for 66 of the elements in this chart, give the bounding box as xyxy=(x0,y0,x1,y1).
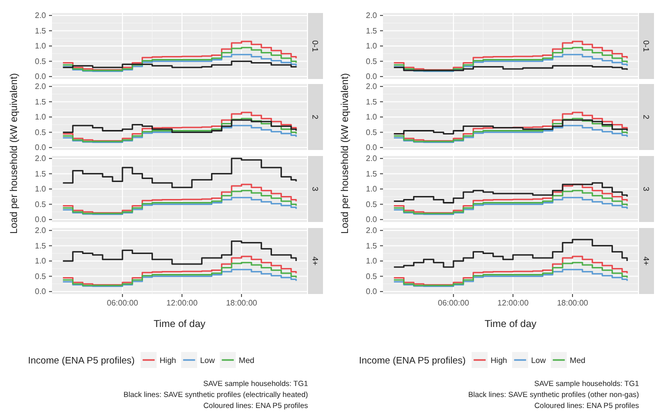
y-tick-label: 1.0 xyxy=(366,112,378,122)
x-tick-label: 18:00:00 xyxy=(556,298,589,308)
legend-label: High xyxy=(160,356,176,365)
x-axis-title: Time of day xyxy=(154,319,206,330)
x-tick-label: 06:00:00 xyxy=(438,298,470,308)
legend-label: Med xyxy=(570,356,586,365)
y-tick-label: 0.0 xyxy=(366,215,378,224)
y-tick-label: 0.5 xyxy=(34,200,47,209)
text: 0-1 xyxy=(310,40,320,52)
y-tick-label: 0.0 xyxy=(34,143,47,152)
y-tick-label: 0.5 xyxy=(366,128,378,137)
x-tick-label: 12:00:00 xyxy=(497,298,530,308)
y-tick-label: 1.5 xyxy=(366,241,378,250)
y-axis-title: Load per household (kW equivalent) xyxy=(9,73,20,234)
y-axis-title: Load per household (kW equivalent) xyxy=(340,73,351,234)
y-tick-label: 2.0 xyxy=(366,82,378,92)
text: 3 xyxy=(310,186,320,192)
text: 4+ xyxy=(642,256,651,266)
y-tick-label: 0.0 xyxy=(366,143,378,152)
y-tick-label: 1.0 xyxy=(366,184,378,194)
y-tick-label: 0.5 xyxy=(366,200,378,209)
y-tick-label: 1.5 xyxy=(34,26,47,36)
legend-label: Low xyxy=(531,356,546,365)
y-tick-label: 2.0 xyxy=(366,154,378,164)
y-tick-label: 0.0 xyxy=(34,287,47,296)
y-tick-label: 1.0 xyxy=(34,42,47,51)
legend-title: Income (ENA P5 profiles) xyxy=(28,355,135,366)
text: 0-1 xyxy=(642,40,651,52)
y-tick-label: 1.5 xyxy=(366,169,378,178)
y-tick-label: 0.0 xyxy=(366,72,378,82)
y-tick-label: 0.0 xyxy=(34,215,47,224)
y-tick-label: 1.5 xyxy=(366,26,378,36)
x-tick-label: 12:00:00 xyxy=(166,298,198,308)
y-tick-label: 1.0 xyxy=(34,184,47,194)
text: 2 xyxy=(642,114,651,120)
text: 3 xyxy=(642,186,651,192)
legend-label: Med xyxy=(238,356,254,365)
y-tick-label: 1.0 xyxy=(34,112,47,122)
y-tick-label: 1.5 xyxy=(34,169,47,178)
y-tick-label: 0.5 xyxy=(366,272,378,281)
y-tick-label: 0.5 xyxy=(366,56,378,66)
y-tick-label: 2.0 xyxy=(34,226,47,236)
y-tick-label: 0.5 xyxy=(34,128,47,137)
text: 2 xyxy=(310,114,320,120)
y-tick-label: 1.0 xyxy=(366,256,378,266)
legend-label: Low xyxy=(200,356,216,365)
y-tick-label: 0.0 xyxy=(366,287,378,296)
x-axis-title: Time of day xyxy=(484,319,536,330)
legend-title: Income (ENA P5 profiles) xyxy=(359,355,466,366)
y-tick-label: 0.0 xyxy=(34,72,47,82)
y-tick-label: 1.0 xyxy=(366,42,378,51)
x-tick-label: 18:00:00 xyxy=(226,298,258,308)
y-tick-label: 2.0 xyxy=(34,82,47,92)
y-tick-label: 2.0 xyxy=(366,226,378,236)
y-tick-label: 0.5 xyxy=(34,272,47,281)
y-tick-label: 2.0 xyxy=(34,154,47,164)
y-tick-label: 0.5 xyxy=(34,56,47,66)
y-tick-label: 2.0 xyxy=(34,11,47,20)
y-tick-label: 1.5 xyxy=(34,97,47,106)
legend-label: High xyxy=(490,356,508,365)
y-tick-label: 1.0 xyxy=(34,256,47,266)
y-tick-label: 1.5 xyxy=(366,97,378,106)
text: 4+ xyxy=(310,256,320,266)
x-tick-label: 06:00:00 xyxy=(106,298,139,308)
y-tick-label: 2.0 xyxy=(366,11,378,20)
y-tick-label: 1.5 xyxy=(34,241,47,250)
